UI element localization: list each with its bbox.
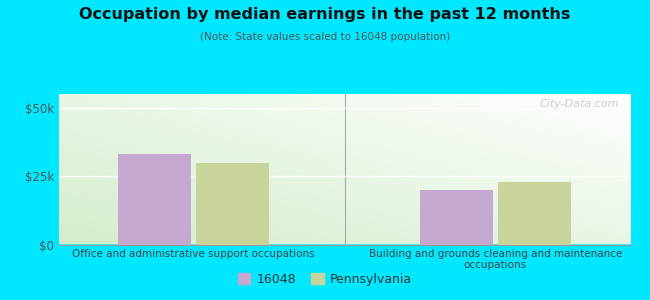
Text: Occupation by median earnings in the past 12 months: Occupation by median earnings in the pas… — [79, 8, 571, 22]
Bar — [118, 154, 191, 244]
Bar — [420, 190, 493, 244]
Text: City-Data.com: City-Data.com — [540, 99, 619, 109]
Text: (Note: State values scaled to 16048 population): (Note: State values scaled to 16048 popu… — [200, 32, 450, 41]
Bar — [498, 182, 571, 244]
Bar — [196, 163, 269, 244]
Legend: 16048, Pennsylvania: 16048, Pennsylvania — [233, 268, 417, 291]
